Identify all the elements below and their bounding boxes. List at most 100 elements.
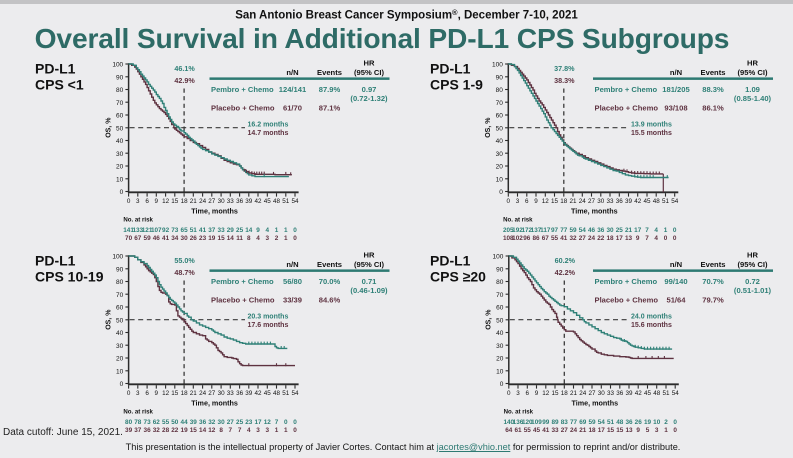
svg-text:15: 15 [171,198,179,205]
svg-text:Events: Events [317,260,342,269]
svg-text:90: 90 [496,75,504,82]
svg-text:56/80: 56/80 [283,277,302,286]
svg-text:10: 10 [653,419,661,426]
svg-text:90: 90 [496,266,504,273]
svg-text:73: 73 [171,227,179,234]
svg-text:HR: HR [364,251,375,260]
svg-text:15: 15 [218,235,226,242]
svg-text:7: 7 [275,419,279,426]
svg-text:24.0 months: 24.0 months [631,314,672,321]
svg-text:90: 90 [116,266,124,273]
svg-text:50: 50 [496,317,504,324]
svg-text:n/N: n/N [286,260,298,269]
svg-text:59: 59 [588,419,596,426]
svg-text:32: 32 [569,235,577,242]
svg-text:3: 3 [256,427,260,434]
svg-text:77: 77 [570,419,578,426]
svg-text:79.7%: 79.7% [702,295,724,304]
svg-text:55.0%: 55.0% [174,256,195,265]
svg-text:6: 6 [145,198,149,205]
svg-text:CPS 10-19: CPS 10-19 [35,269,104,285]
svg-text:17.6 months: 17.6 months [248,322,289,329]
svg-text:4: 4 [266,227,270,234]
svg-text:OS, %: OS, % [486,309,493,330]
svg-text:Placebo + Chemo: Placebo + Chemo [595,295,659,304]
svg-text:32: 32 [208,419,216,426]
svg-text:205: 205 [503,227,514,234]
svg-text:54: 54 [291,390,299,397]
svg-text:1: 1 [275,227,279,234]
svg-text:121: 121 [142,227,153,234]
svg-text:55: 55 [162,419,170,426]
svg-text:77: 77 [560,227,568,234]
svg-text:0: 0 [120,381,124,388]
svg-text:(95% CI): (95% CI) [354,260,384,269]
svg-text:48: 48 [653,390,661,397]
svg-text:30: 30 [218,419,226,426]
svg-text:0.97: 0.97 [362,85,377,94]
svg-text:15: 15 [616,427,624,434]
svg-text:Pembro + Chemo: Pembro + Chemo [211,277,274,286]
svg-text:27: 27 [588,390,596,397]
svg-text:26: 26 [635,419,643,426]
svg-text:0: 0 [499,189,503,196]
svg-text:5: 5 [646,427,650,434]
svg-text:0: 0 [120,189,124,196]
svg-text:60.2%: 60.2% [555,256,576,265]
svg-text:117: 117 [540,227,551,234]
svg-text:15: 15 [551,390,559,397]
svg-text:PD-L1: PD-L1 [430,61,471,77]
svg-text:60: 60 [496,113,504,120]
svg-text:59: 59 [144,235,152,242]
svg-text:2: 2 [664,419,668,426]
svg-text:124/141: 124/141 [279,85,307,94]
svg-text:108: 108 [503,235,514,242]
svg-text:1: 1 [284,235,288,242]
svg-text:OS, %: OS, % [105,309,112,330]
svg-text:HR: HR [364,59,375,68]
svg-text:141: 141 [123,227,134,234]
svg-text:14: 14 [245,227,253,234]
svg-text:Events: Events [701,260,726,269]
svg-text:46.1%: 46.1% [174,64,195,73]
svg-text:42: 42 [634,198,642,205]
svg-text:10: 10 [496,368,504,375]
svg-text:1: 1 [664,427,668,434]
svg-text:65: 65 [181,227,189,234]
svg-text:6: 6 [145,390,149,397]
svg-text:54: 54 [671,198,679,205]
svg-text:30: 30 [116,151,124,158]
svg-text:83: 83 [561,419,569,426]
svg-text:27: 27 [208,198,216,205]
svg-text:172: 172 [521,227,532,234]
svg-text:3: 3 [655,427,659,434]
svg-text:86.1%: 86.1% [702,103,724,112]
svg-text:70: 70 [116,292,124,299]
svg-text:15: 15 [190,427,198,434]
svg-text:18: 18 [606,235,614,242]
svg-text:9: 9 [535,390,539,397]
svg-text:10: 10 [496,176,504,183]
svg-text:140: 140 [503,419,514,426]
svg-text:25: 25 [236,419,244,426]
svg-text:48.7%: 48.7% [174,268,195,277]
svg-text:8: 8 [247,235,251,242]
svg-text:54: 54 [672,390,680,397]
svg-text:15: 15 [607,427,615,434]
svg-text:48: 48 [273,390,281,397]
svg-text:86: 86 [532,235,540,242]
svg-text:Pembro + Chemo: Pembro + Chemo [211,85,274,94]
svg-text:60: 60 [116,305,124,312]
svg-text:120: 120 [522,419,533,426]
svg-text:60: 60 [116,113,124,120]
svg-text:39: 39 [125,427,133,434]
svg-text:0.71: 0.71 [362,277,378,286]
svg-text:97: 97 [551,227,559,234]
svg-text:0: 0 [127,198,131,205]
svg-text:19: 19 [208,235,216,242]
svg-text:30: 30 [218,390,226,397]
svg-text:20: 20 [496,164,504,171]
svg-text:30: 30 [181,235,189,242]
svg-text:30: 30 [496,151,504,158]
svg-text:34: 34 [171,235,179,242]
